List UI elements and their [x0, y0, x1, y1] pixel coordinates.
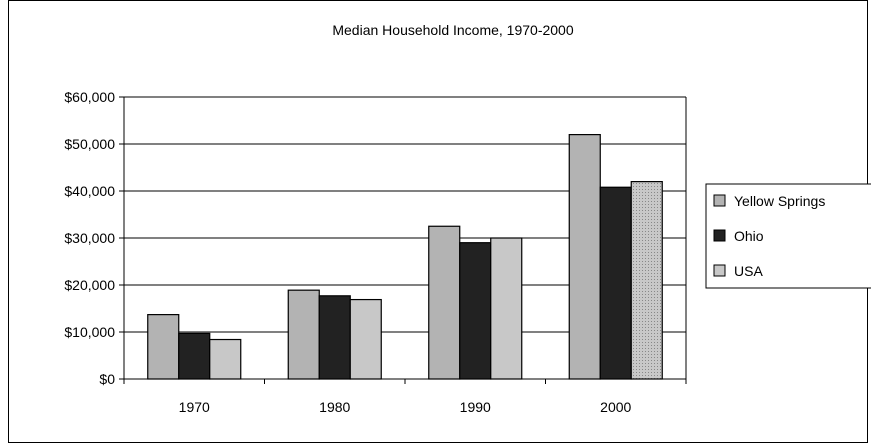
y-tick-label: $60,000	[64, 89, 115, 105]
bar-ohio-1990	[459, 242, 492, 380]
x-tick-label: 2000	[600, 399, 631, 415]
legend-label: USA	[734, 263, 763, 279]
legend-label: Yellow Springs	[734, 193, 825, 209]
y-tick-label: $30,000	[64, 230, 115, 246]
x-tick-label: 1970	[179, 399, 210, 415]
legend-swatch-usa	[713, 264, 726, 277]
y-tick-label: $50,000	[64, 136, 115, 152]
legend-box	[705, 183, 871, 289]
x-tick-label: 1980	[319, 399, 350, 415]
y-tick-label: $0	[99, 371, 115, 387]
y-tick-label: $10,000	[64, 324, 115, 340]
legend: Yellow Springs Ohio USA	[705, 183, 871, 289]
legend-swatch-yellow-springs	[713, 194, 726, 207]
y-axis: $0 $10,000 $20,000 $30,000 $40,000 $50,000 $60…	[64, 89, 125, 387]
bar-usa-1980	[349, 298, 382, 380]
bar-ohio-2000	[599, 186, 632, 380]
bar-yellow-springs-2000	[568, 134, 601, 380]
y-tick-label: $40,000	[64, 183, 115, 199]
x-tick-label: 1990	[460, 399, 491, 415]
bar-yellow-springs-1990	[428, 225, 461, 380]
y-tick-label: $20,000	[64, 277, 115, 293]
bars	[147, 134, 663, 380]
bar-usa-2000	[630, 181, 663, 380]
bar-usa-1990	[490, 237, 523, 380]
bar-yellow-springs-1970	[147, 314, 180, 380]
bar-yellow-springs-1980	[287, 289, 320, 380]
chart-title: Median Household Income, 1970-2000	[332, 22, 573, 38]
legend-label: Ohio	[734, 228, 764, 244]
bar-ohio-1970	[178, 332, 211, 380]
legend-swatch-ohio	[713, 229, 726, 242]
bar-ohio-1980	[318, 295, 351, 380]
bar-usa-1970	[209, 338, 242, 380]
x-axis: 1970 1980 1990 2000	[123, 378, 687, 415]
